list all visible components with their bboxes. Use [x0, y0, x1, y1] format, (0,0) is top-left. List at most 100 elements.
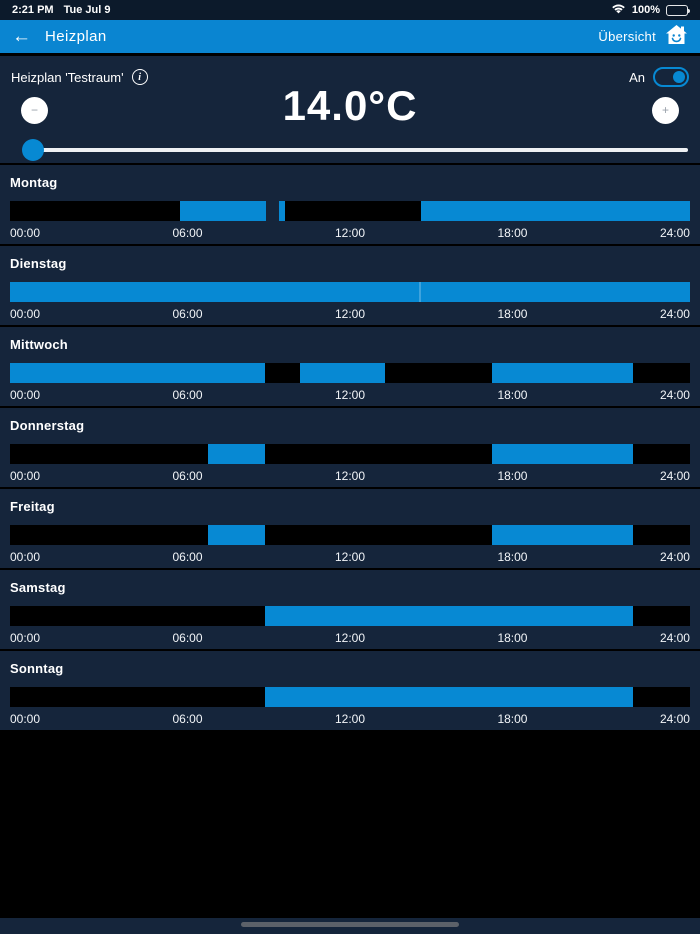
time-tick: 24:00 — [659, 307, 690, 321]
temperature-slider[interactable] — [0, 139, 700, 161]
power-toggle[interactable] — [653, 67, 689, 87]
schedule-segment-on — [300, 363, 386, 383]
time-tick-row: 00:00 06:00 12:00 18:00 24:00 — [10, 225, 690, 241]
schedule-segment-off — [10, 606, 265, 626]
time-tick: 12:00 — [334, 307, 365, 321]
day-label: Donnerstag — [10, 418, 85, 433]
time-tick: 12:00 — [334, 469, 365, 483]
schedule-segment-on — [180, 201, 267, 221]
schedule-segment-on — [208, 525, 265, 545]
time-tick: 18:00 — [497, 307, 528, 321]
battery-icon — [666, 4, 690, 16]
overview-link[interactable]: Übersicht — [598, 29, 656, 44]
schedule-segment-off — [633, 444, 690, 464]
schedule-segment-off — [633, 687, 690, 707]
schedule-segment-seam — [418, 282, 422, 302]
schedule-segment-off — [10, 444, 209, 464]
schedule-segment-on — [491, 363, 634, 383]
back-button[interactable]: ← — [12, 26, 31, 47]
schedule-segment-on — [265, 606, 634, 626]
time-tick: 18:00 — [497, 388, 528, 402]
home-smiley-icon[interactable] — [665, 24, 688, 50]
schedule-bar[interactable] — [10, 444, 690, 464]
time-tick: 06:00 — [172, 550, 203, 564]
time-tick-row: 00:00 06:00 12:00 18:00 24:00 — [10, 306, 690, 322]
schedule-segment-off — [264, 525, 492, 545]
day-label: Freitag — [10, 499, 55, 514]
time-tick: 12:00 — [334, 388, 365, 402]
battery-percent: 100% — [631, 4, 660, 16]
day-label: Sonntag — [10, 661, 64, 676]
schedule-segment-on — [10, 282, 419, 302]
time-tick: 06:00 — [172, 469, 203, 483]
time-tick: 06:00 — [172, 226, 203, 240]
time-tick: 00:00 — [10, 307, 41, 321]
time-tick: 24:00 — [659, 712, 690, 726]
slider-thumb[interactable] — [22, 139, 44, 161]
time-tick: 06:00 — [172, 712, 203, 726]
schedule-bar[interactable] — [10, 525, 690, 545]
time-tick-row: 00:00 06:00 12:00 18:00 24:00 — [10, 468, 690, 484]
power-label: An — [629, 69, 645, 85]
time-tick: 24:00 — [659, 388, 690, 402]
day-section: Donnerstag 00:00 06:00 12:00 18:00 24:00 — [0, 408, 700, 489]
time-tick: 24:00 — [659, 550, 690, 564]
schedule-bar[interactable] — [10, 687, 690, 707]
increase-temp-button[interactable]: + — [652, 97, 679, 124]
schedule-bar[interactable] — [10, 363, 690, 383]
wifi-icon — [611, 3, 626, 17]
schedule-segment-off — [633, 606, 690, 626]
schedule-segment-off — [264, 444, 492, 464]
schedule-segment-off — [633, 525, 690, 545]
day-section: Samstag 00:00 06:00 12:00 18:00 24:00 — [0, 570, 700, 651]
day-section: Dienstag 00:00 06:00 12:00 18:00 24:00 — [0, 246, 700, 327]
time-tick: 06:00 — [172, 631, 203, 645]
time-tick: 06:00 — [172, 388, 203, 402]
day-section: Mittwoch 00:00 06:00 12:00 18:00 24:00 — [0, 327, 700, 408]
plan-title: Heizplan 'Testraum' — [11, 69, 124, 85]
time-tick: 00:00 — [10, 550, 41, 564]
schedule-segment-bg — [266, 201, 280, 221]
schedule-segment-off — [265, 363, 301, 383]
time-tick: 12:00 — [334, 712, 365, 726]
home-indicator[interactable] — [241, 922, 459, 927]
schedule-bar[interactable] — [10, 282, 690, 302]
time-tick-row: 00:00 06:00 12:00 18:00 24:00 — [10, 630, 690, 646]
decrease-temp-button[interactable]: − — [21, 97, 48, 124]
time-tick: 06:00 — [172, 307, 203, 321]
day-label: Mittwoch — [10, 337, 68, 352]
schedule-segment-on — [208, 444, 265, 464]
day-section: Freitag 00:00 06:00 12:00 18:00 24:00 — [0, 489, 700, 570]
time-tick: 18:00 — [497, 712, 528, 726]
schedule-segment-on — [491, 444, 634, 464]
page-title: Heizplan — [45, 28, 107, 45]
time-tick: 12:00 — [334, 550, 365, 564]
time-tick: 18:00 — [497, 631, 528, 645]
schedule-bar[interactable] — [10, 201, 690, 221]
time-tick-row: 00:00 06:00 12:00 18:00 24:00 — [10, 549, 690, 565]
temperature-value: 14.0°C — [282, 82, 418, 129]
schedule-segment-off — [385, 363, 492, 383]
time-tick: 18:00 — [497, 550, 528, 564]
time-tick: 00:00 — [10, 712, 41, 726]
slider-track[interactable] — [33, 148, 688, 152]
time-tick: 00:00 — [10, 388, 41, 402]
day-section: Sonntag 00:00 06:00 12:00 18:00 24:00 — [0, 651, 700, 732]
schedule-segment-off — [10, 201, 180, 221]
day-label: Dienstag — [10, 256, 67, 271]
schedule-segment-on — [265, 687, 634, 707]
time-tick: 24:00 — [659, 226, 690, 240]
time-tick: 00:00 — [10, 631, 41, 645]
time-tick: 12:00 — [334, 226, 365, 240]
time-tick: 24:00 — [659, 469, 690, 483]
schedule-segment-off — [10, 687, 265, 707]
day-schedule-list: Montag 00:00 06:00 12:00 18:00 24:00 Diensta… — [0, 165, 700, 732]
time-tick: 00:00 — [10, 469, 41, 483]
schedule-segment-on — [420, 201, 690, 221]
nav-header: ← Heizplan Übersicht — [0, 20, 700, 53]
info-icon[interactable]: i — [131, 69, 148, 85]
empty-area — [0, 732, 700, 918]
schedule-bar[interactable] — [10, 606, 690, 626]
clock-date: Tue Jul 9 — [63, 4, 111, 16]
